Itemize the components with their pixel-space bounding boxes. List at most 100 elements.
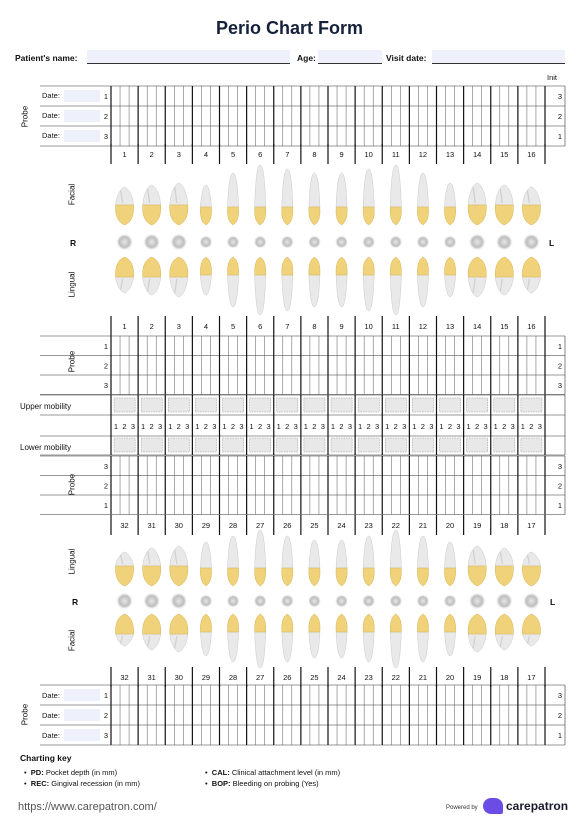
tooth-number: 6 bbox=[258, 322, 263, 331]
lower-facial-tooth bbox=[389, 613, 402, 669]
probe-row-number: 2 bbox=[558, 112, 562, 121]
date-field[interactable] bbox=[64, 90, 100, 102]
lower-occlusal-view bbox=[280, 594, 295, 608]
probe-grid-top[interactable] bbox=[40, 85, 566, 147]
lower-occlusal-view bbox=[361, 594, 376, 608]
tooth-number: 5 bbox=[230, 150, 236, 159]
date-label: Date: bbox=[42, 91, 60, 100]
tooth-number: 20 bbox=[445, 673, 455, 682]
lower-occlusal-view bbox=[495, 592, 514, 610]
visit-date-label: Visit date: bbox=[386, 53, 427, 63]
lower-lingual-tooth bbox=[227, 535, 239, 587]
date-field[interactable] bbox=[64, 110, 100, 122]
tooth-number: 15 bbox=[500, 150, 509, 159]
visit-date-field[interactable] bbox=[432, 50, 565, 64]
upper-facial-tooth bbox=[444, 182, 456, 226]
probe-row-number: 2 bbox=[104, 711, 108, 720]
date-field[interactable] bbox=[64, 130, 100, 142]
probe-row-number: 3 bbox=[104, 731, 108, 740]
tooth-number: 29 bbox=[201, 673, 211, 682]
lower-lingual-tooth bbox=[115, 551, 134, 587]
tooth-number: 32 bbox=[120, 521, 129, 530]
key-item-pd: • PD: Pocket depth (in mm) bbox=[24, 768, 118, 777]
date-label: Date: bbox=[42, 111, 60, 120]
date-field[interactable] bbox=[64, 729, 100, 741]
tooth-number: 18 bbox=[500, 521, 509, 530]
probe-row-number: 1 bbox=[104, 691, 108, 700]
tooth-number: 17 bbox=[527, 521, 536, 530]
lower-lingual-tooth bbox=[169, 545, 189, 587]
probe-grid-bottom[interactable] bbox=[40, 684, 566, 746]
upper-tooth-numbers: 1 2 3 4 5 6 7 8 9 10 11 12 13 14 15 16 bbox=[0, 150, 579, 160]
mobility-site-number: 3 bbox=[402, 422, 406, 431]
tooth-number: 6 bbox=[258, 150, 263, 159]
tooth-number: 7 bbox=[285, 322, 290, 331]
tooth-number: 26 bbox=[283, 521, 292, 530]
tooth-number: 5 bbox=[230, 322, 236, 331]
upper-facial-tooth bbox=[200, 184, 212, 226]
mobility-site-number: 3 bbox=[185, 422, 189, 431]
lower-facial-tooth bbox=[467, 613, 487, 653]
init-label: Init bbox=[547, 73, 558, 82]
footer-url-link[interactable]: https://www.carepatron.com/ bbox=[18, 801, 157, 813]
tooth-number: 14 bbox=[473, 322, 482, 331]
lower-lingual-tooth bbox=[335, 539, 348, 587]
upper-facial-tooth bbox=[522, 186, 541, 226]
upper-occlusal-view bbox=[468, 233, 487, 251]
tooth-number: 10 bbox=[364, 150, 373, 159]
tooth-number: 4 bbox=[203, 322, 209, 331]
tooth-number: 25 bbox=[310, 673, 319, 682]
lower-facial-tooth bbox=[142, 613, 162, 651]
lower-lingual-tooth bbox=[467, 545, 487, 587]
tooth-number: 24 bbox=[337, 673, 346, 682]
lower-occlusal-view bbox=[415, 594, 430, 608]
tooth-number: 22 bbox=[391, 673, 400, 682]
mobility-site-number: 3 bbox=[429, 422, 433, 431]
date-label: Date: bbox=[42, 731, 60, 740]
tooth-number: 21 bbox=[418, 521, 428, 530]
age-field[interactable] bbox=[318, 50, 382, 64]
tooth-number: 12 bbox=[418, 150, 428, 159]
probe-row-number: 3 bbox=[558, 462, 562, 471]
mobility-site-number: 2 bbox=[421, 422, 425, 431]
lower-facial-tooth bbox=[335, 613, 348, 659]
upper-occlusal-view bbox=[169, 233, 188, 251]
lower-tooth-numbers: 32 31 30 29 28 27 26 25 24 23 22 21 20 19 18 17 bbox=[0, 521, 579, 531]
lower-lingual-tooth bbox=[308, 539, 321, 587]
tooth-number: 11 bbox=[391, 150, 400, 159]
probe-row-number: 1 bbox=[558, 731, 562, 740]
probe-row-number: 2 bbox=[558, 361, 562, 370]
mobility-site-number: 3 bbox=[212, 422, 216, 431]
mobility-site-number: 3 bbox=[375, 422, 379, 431]
tooth-number: 8 bbox=[312, 322, 317, 331]
mobility-site-number: 3 bbox=[484, 422, 488, 431]
key-item-bop: • BOP: Bleeding on probing (Yes) bbox=[205, 779, 319, 788]
date-field[interactable] bbox=[64, 689, 100, 701]
mobility-site-number: 1 bbox=[331, 422, 335, 431]
upper-occlusal-view bbox=[415, 235, 430, 249]
tooth-number: 17 bbox=[527, 673, 536, 682]
lower-occlusal-view bbox=[468, 592, 487, 610]
probe-row-number: 3 bbox=[104, 381, 108, 390]
mobility-site-number: 1 bbox=[358, 422, 362, 431]
date-field[interactable] bbox=[64, 709, 100, 721]
tooth-number: 26 bbox=[283, 673, 292, 682]
mobility-site-number: 3 bbox=[348, 422, 352, 431]
probe-grid-lower[interactable] bbox=[40, 455, 566, 515]
tooth-number: 18 bbox=[500, 673, 509, 682]
mobility-grid[interactable] bbox=[40, 394, 566, 456]
upper-occlusal-view bbox=[253, 235, 268, 249]
probe-row-number: 1 bbox=[558, 132, 562, 141]
upper-occlusal-view bbox=[307, 235, 322, 249]
tooth-number: 25 bbox=[310, 521, 319, 530]
patient-name-field[interactable] bbox=[87, 50, 290, 64]
lower-facial-tooth bbox=[444, 613, 456, 657]
age-label: Age: bbox=[297, 53, 316, 63]
lower-lingual-tooth bbox=[444, 541, 456, 587]
upper-occlusal-view bbox=[198, 235, 213, 249]
upper-lingual-tooth bbox=[281, 256, 294, 312]
upper-lingual-tooth bbox=[200, 256, 212, 296]
probe-row-number: 3 bbox=[558, 691, 562, 700]
probe-grid-upper[interactable] bbox=[40, 335, 566, 395]
